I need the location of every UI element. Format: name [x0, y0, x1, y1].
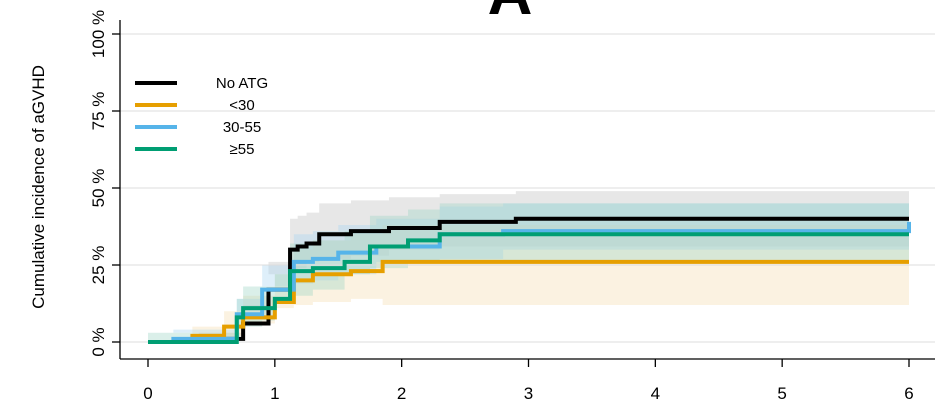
- axes: 0 1 2 3 4 5 6 0 % 25 % 50 % 75 % 100 %: [89, 10, 935, 403]
- confidence-band-0: [148, 191, 909, 342]
- x-tick-label: 5: [777, 384, 786, 403]
- legend-label-3: ≥55: [230, 141, 255, 158]
- x-tick-label: 6: [904, 384, 913, 403]
- series-line-1: [148, 259, 909, 344]
- legend-label-1: <30: [229, 97, 254, 114]
- y-tick-label: 75 %: [89, 92, 108, 131]
- x-tick-label: 4: [651, 384, 660, 403]
- x-tick-label: 1: [270, 384, 279, 403]
- x-tick-label: 0: [143, 384, 152, 403]
- x-tick-label: 3: [524, 384, 533, 403]
- gridlines: [120, 33, 935, 343]
- y-axis-title: Cumulative incidence of aGVHD: [29, 65, 48, 309]
- confidence-band-3: [148, 203, 909, 342]
- y-tick-label: 25 %: [89, 246, 108, 285]
- y-tick-label: 50 %: [89, 169, 108, 208]
- series-lines: [148, 216, 911, 344]
- x-tick-label: 2: [397, 384, 406, 403]
- legend-label-0: No ATG: [216, 75, 268, 92]
- confidence-bands: [148, 191, 909, 342]
- series-line-3: [148, 232, 909, 344]
- series-line-0: [148, 216, 909, 344]
- panel-label: A: [488, 0, 533, 28]
- legend-label-2: 30-55: [223, 119, 261, 136]
- legend: No ATG <30 30-55 ≥55: [135, 75, 268, 158]
- y-tick-label: 0 %: [89, 327, 108, 356]
- y-tick-label: 100 %: [89, 10, 108, 58]
